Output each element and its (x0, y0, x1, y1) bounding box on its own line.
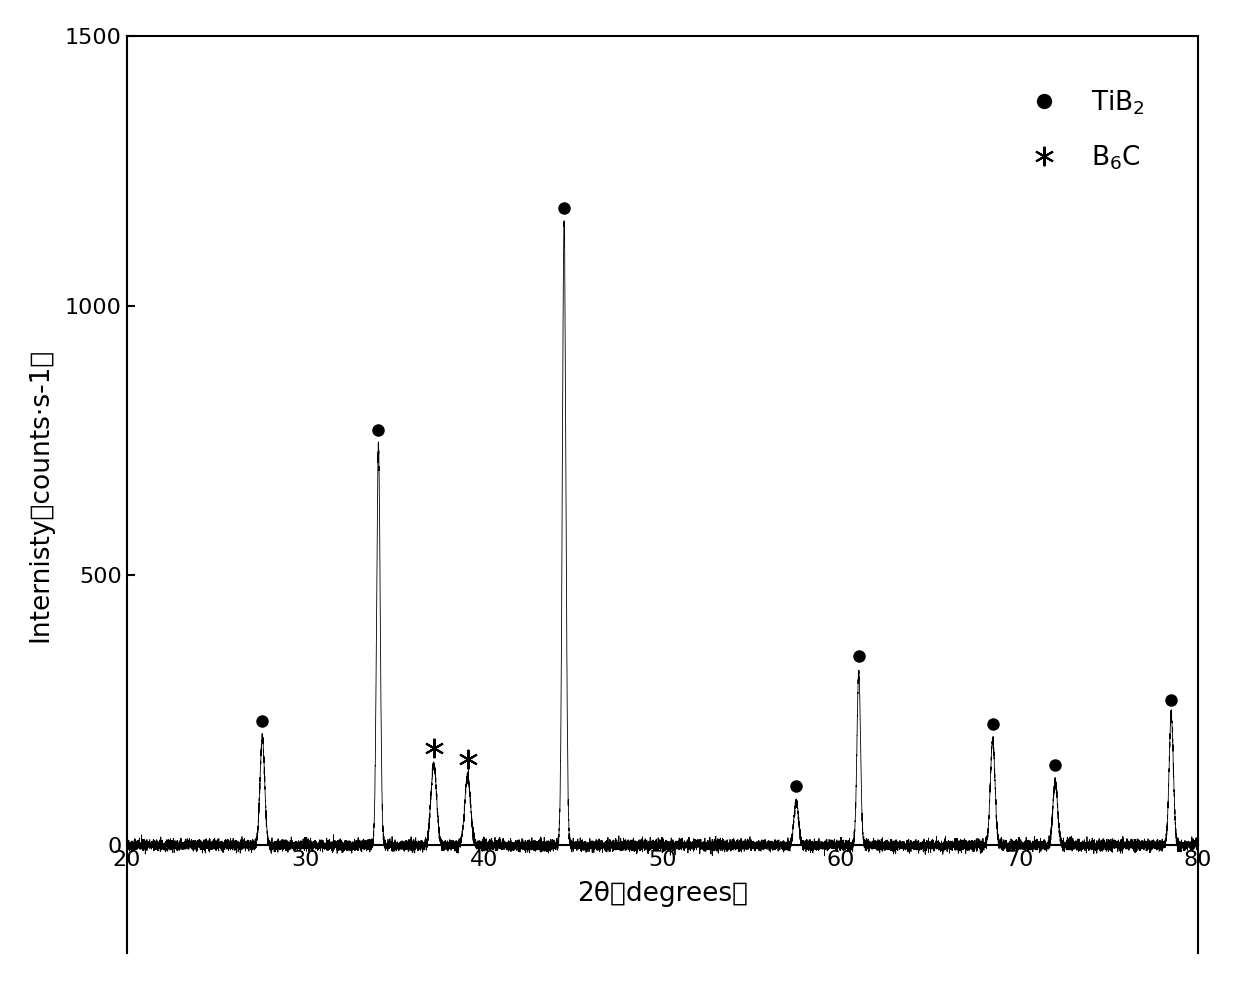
Legend: TiB$_2$, B$_6$C: TiB$_2$, B$_6$C (991, 62, 1172, 198)
Y-axis label: Internisty（counts·s-1）: Internisty（counts·s-1） (27, 347, 53, 642)
X-axis label: 2θ（degrees）: 2θ（degrees） (577, 881, 748, 907)
